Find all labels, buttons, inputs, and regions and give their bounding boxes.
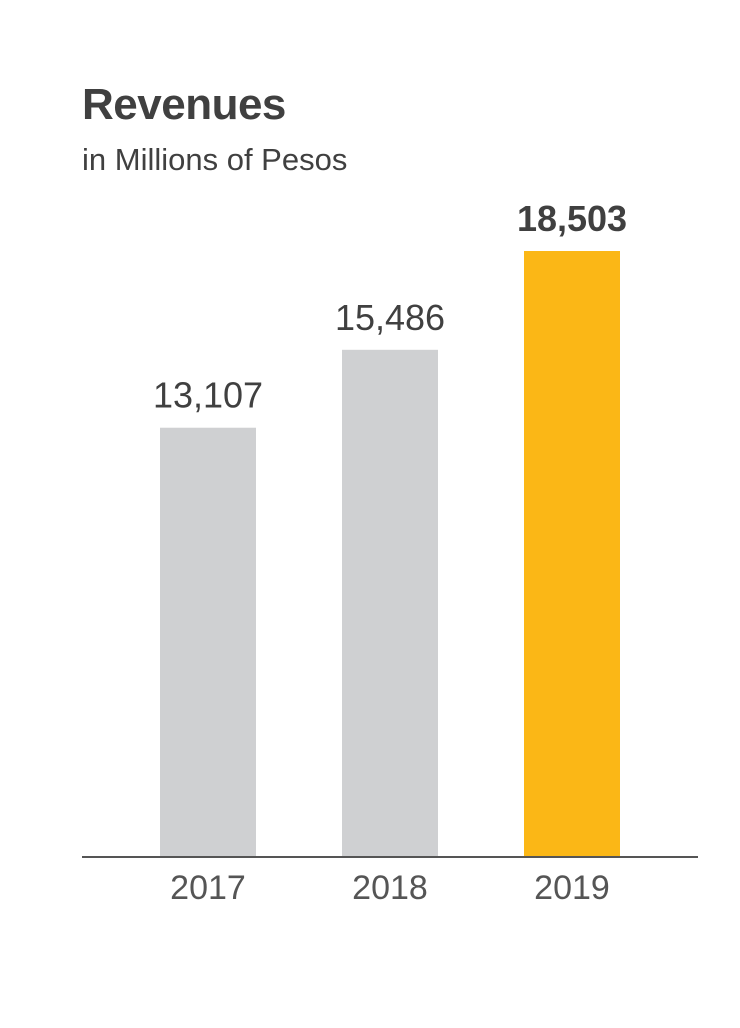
value-label-2018: 15,486	[335, 297, 445, 338]
value-label-2017: 13,107	[153, 375, 263, 416]
bar-2017	[160, 427, 256, 857]
value-label-2019: 18,503	[517, 198, 627, 239]
x-tick-label-2017: 2017	[170, 869, 246, 907]
bar-2018	[342, 349, 438, 857]
bars-group	[160, 251, 620, 857]
x-axis-tick-labels: 2017 2018 2019	[170, 869, 610, 907]
x-tick-label-2018: 2018	[352, 869, 428, 907]
x-tick-label-2019: 2019	[534, 869, 610, 907]
value-labels-group: 13,107 15,486 18,503	[153, 198, 627, 416]
bar-2019	[524, 251, 620, 857]
chart-subtitle: in Millions of Pesos	[82, 142, 348, 177]
chart-title: Revenues	[82, 80, 286, 129]
